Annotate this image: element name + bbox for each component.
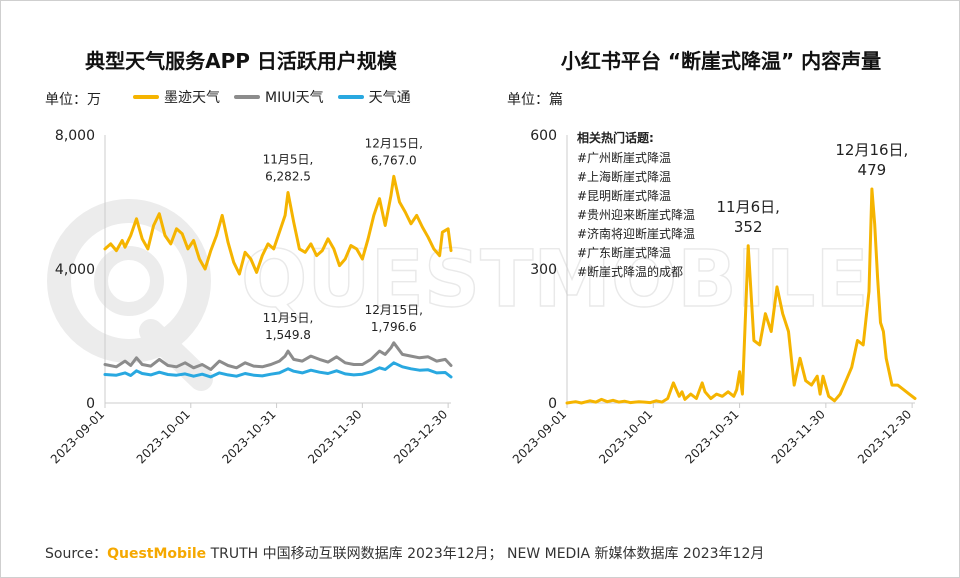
topics-title: 相关热门话题: <box>577 130 654 145</box>
data-label: 11月6日, <box>716 198 779 216</box>
y-tick-label: 4,000 <box>55 262 95 278</box>
x-tick-label: 2023-09-01 <box>510 407 569 466</box>
data-label: 1,549.8 <box>265 328 311 342</box>
source-brand: QuestMobile <box>107 546 207 562</box>
data-label: 12月15日, <box>365 136 423 150</box>
source-line: Source：QuestMobile TRUTH 中国移动互联网数据库 2023… <box>45 543 764 563</box>
y-tick-label: 0 <box>86 396 95 412</box>
data-label: 6,767.0 <box>371 153 417 167</box>
series-line-miui <box>103 341 453 371</box>
right-unit-label: 单位：篇 <box>507 92 563 108</box>
x-tick-label: 2023-12-30 <box>855 407 914 466</box>
legend-swatch-miui <box>234 95 260 99</box>
legend-item-tianqitong: 天气通 <box>337 87 411 107</box>
topic-item: #贵州迎来断崖式降温 <box>577 207 695 222</box>
source-text: TRUTH 中国移动互联网数据库 2023年12月； NEW MEDIA 新媒体… <box>206 546 765 562</box>
y-tick-label: 0 <box>548 396 557 412</box>
watermark-logo-icon <box>47 199 213 391</box>
data-label: 352 <box>734 218 763 236</box>
x-tick-label: 2023-10-31 <box>682 407 741 466</box>
data-label: 479 <box>858 161 887 179</box>
data-label: 12月16日, <box>835 141 908 159</box>
topic-item: #广州断崖式降温 <box>577 150 671 165</box>
topic-item: #上海断崖式降温 <box>577 169 671 184</box>
legend-item-moji: 墨迹天气 <box>133 87 220 107</box>
left-chart-title: 典型天气服务APP 日活跃用户规模 <box>85 49 397 73</box>
series-line-xiaohongshu <box>565 187 917 405</box>
data-label: 11月5日, <box>263 311 314 325</box>
y-tick-label: 600 <box>530 128 557 144</box>
legend-label-tianqitong: 天气通 <box>368 90 411 106</box>
y-tick-label: 300 <box>530 262 557 278</box>
data-label: 12月15日, <box>365 303 423 317</box>
topic-item: #昆明断崖式降温 <box>577 188 671 203</box>
data-label: 6,282.5 <box>265 170 311 184</box>
watermark-text: QUESTMOBILE <box>241 235 869 325</box>
right-chart-title: 小红书平台 “断崖式降温” 内容声量 <box>560 49 882 73</box>
source-prefix: Source： <box>45 546 108 562</box>
left-unit-label: 单位：万 <box>45 92 101 108</box>
legend-label-miui: MIUI天气 <box>265 90 324 106</box>
legend-item-miui: MIUI天气 <box>234 87 324 107</box>
series-line-tianqitong <box>103 361 453 379</box>
legend: 墨迹天气 MIUI天气 天气通 <box>133 87 411 107</box>
series-line-moji <box>103 174 453 276</box>
topics-box: 相关热门话题: #广州断崖式降温 #上海断崖式降温 #昆明断崖式降温 #贵州迎来… <box>577 130 695 279</box>
x-tick-label: 2023-10-01 <box>596 407 655 466</box>
topic-item: #广东断崖式降温 <box>577 245 671 260</box>
topic-item: #济南将迎断崖式降温 <box>577 226 695 241</box>
x-tick-label: 2023-11-30 <box>769 407 828 466</box>
legend-swatch-tianqitong <box>337 95 364 99</box>
data-label: 11月5日, <box>263 153 314 167</box>
y-tick-label: 8,000 <box>55 128 95 144</box>
legend-swatch-moji <box>133 95 159 99</box>
data-label: 1,796.6 <box>371 320 417 334</box>
legend-label-moji: 墨迹天气 <box>164 90 220 106</box>
topic-item: #断崖式降温的成都 <box>577 264 683 279</box>
